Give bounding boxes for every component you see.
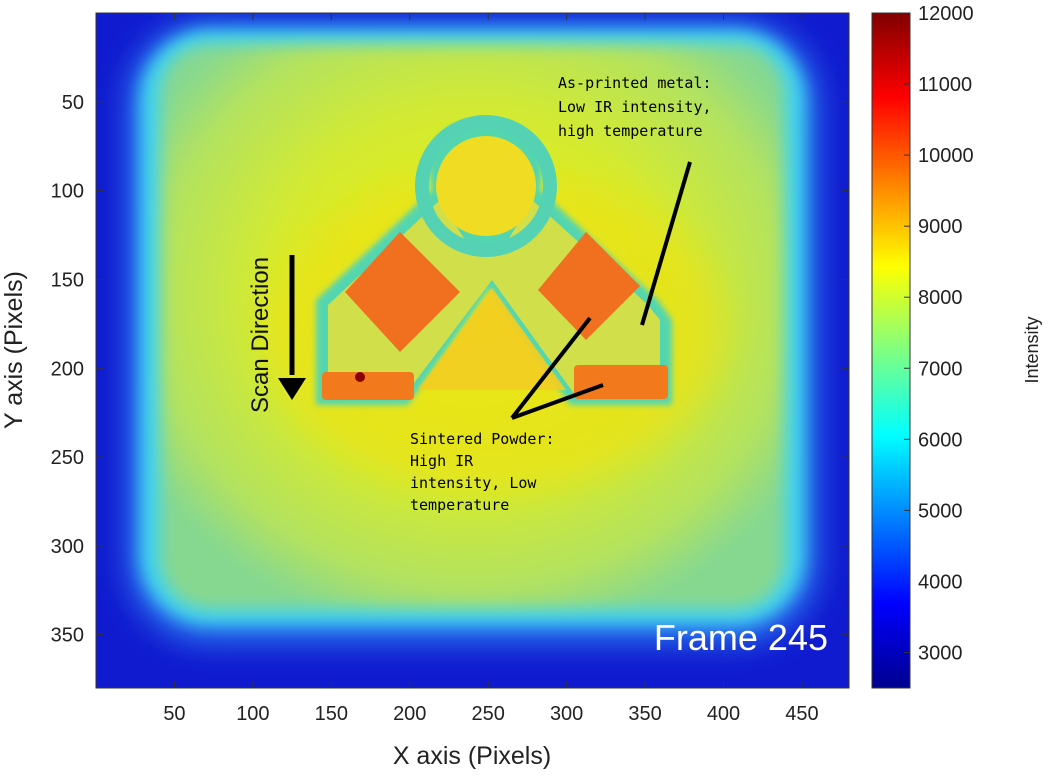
x-tick-label: 150 — [315, 703, 348, 725]
annotation-line: temperature — [410, 496, 509, 514]
pointer-sintered-powder-1 — [510, 316, 592, 420]
pointer-as-printed-metal — [640, 161, 692, 326]
scan-direction-label: Scan Direction — [247, 257, 274, 413]
annotation-line: Sintered Powder: — [410, 430, 555, 448]
x-tick-label: 250 — [472, 703, 505, 725]
plot-frame — [95, 12, 850, 689]
x-tick-label: 50 — [163, 703, 185, 725]
y-tick-label: 200 — [51, 358, 84, 380]
x-tick-label: 450 — [785, 703, 818, 725]
annotation-line: As-printed metal: — [558, 74, 712, 92]
colorbar — [871, 12, 911, 689]
y-tick-label: 100 — [51, 181, 84, 203]
colorbar-tick-label: 8000 — [918, 287, 963, 309]
x-axis-label: X axis (Pixels) — [393, 742, 551, 770]
colorbar-tick-label: 7000 — [918, 358, 963, 380]
x-tick-label: 300 — [550, 703, 583, 725]
x-tick-label: 200 — [393, 703, 426, 725]
colorbar-label: Intensity — [1022, 316, 1042, 383]
colorbar-ticks: 3000 4000 5000 6000 7000 8000 9000 10000 11000 12… — [904, 3, 974, 664]
y-tick-label: 350 — [51, 625, 84, 647]
annotation-line: high temperature — [558, 122, 703, 140]
frame-label: Frame 245 — [654, 617, 828, 658]
colorbar-tick-label: 9000 — [918, 216, 963, 238]
colorbar-tick-label: 5000 — [918, 500, 963, 522]
colorbar-tick-label: 12000 — [918, 3, 974, 25]
x-tick-label: 100 — [236, 703, 269, 725]
y-tick-label: 50 — [62, 92, 84, 114]
annotation-line: intensity, Low — [410, 474, 537, 492]
y-tick-label: 250 — [51, 447, 84, 469]
y-axis-ticks: 50 100 150 200 250 300 350 — [51, 92, 849, 647]
colorbar-tick-label: 10000 — [918, 145, 974, 167]
x-axis-ticks: 50 100 150 200 250 300 350 400 450 — [163, 13, 819, 725]
annotation-line: High IR — [410, 452, 474, 470]
scan-direction-arrowhead — [278, 378, 306, 400]
colorbar-tick-label: 4000 — [918, 571, 963, 593]
annotation-line: Low IR intensity, — [558, 98, 712, 116]
annotation-sintered-powder: Sintered Powder: High IR intensity, Low tem… — [410, 430, 555, 514]
y-tick-label: 300 — [51, 536, 84, 558]
colorbar-tick-label: 11000 — [918, 74, 972, 96]
annotation-as-printed-metal: As-printed metal: Low IR intensity, high t… — [558, 74, 712, 140]
y-tick-label: 150 — [51, 269, 84, 291]
colorbar-tick-label: 6000 — [918, 429, 963, 451]
pointer-sintered-powder-2 — [511, 383, 604, 420]
colorbar-tick-label: 3000 — [918, 642, 963, 664]
y-axis-label: Y axis (Pixels) — [0, 271, 28, 429]
x-tick-label: 400 — [707, 703, 740, 725]
x-tick-label: 350 — [628, 703, 661, 725]
heatmap-image — [96, 13, 849, 688]
